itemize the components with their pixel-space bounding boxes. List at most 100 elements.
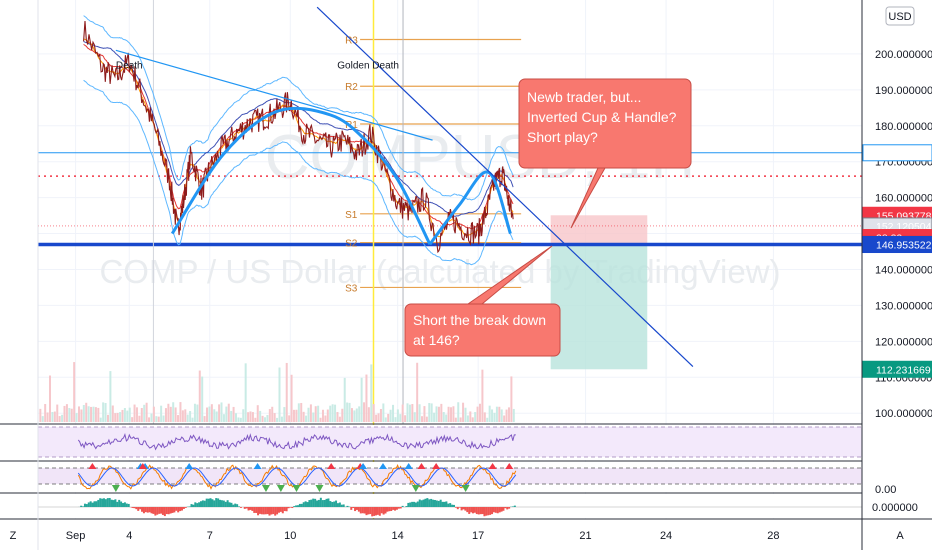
volume-bar [148, 417, 151, 422]
volume-bar [111, 405, 114, 422]
macd-bar [131, 507, 134, 508]
volume-bar [309, 404, 312, 422]
macd-bar [424, 498, 427, 507]
short-position-tool[interactable] [550, 215, 648, 370]
volume-bar [203, 416, 206, 422]
volume-bar [123, 408, 126, 422]
trendlines[interactable] [115, 6, 694, 367]
macd-bar [420, 500, 423, 507]
volume-bar [77, 406, 80, 422]
volume-bar [58, 416, 61, 422]
macd-bar [354, 507, 357, 512]
volume-bar [121, 409, 124, 422]
macd-bar [158, 507, 161, 514]
macd-bar [205, 498, 208, 507]
volume-bar [464, 407, 467, 422]
volume-bar [191, 417, 194, 422]
volume-bar [174, 407, 177, 422]
volume-bar [384, 417, 387, 422]
macd-pane [38, 494, 862, 518]
volume-bar [276, 417, 279, 422]
note-cup[interactable]: Newb trader, but... Inverted Cup & Handl… [518, 78, 692, 229]
currency-button[interactable]: USD [885, 6, 915, 26]
volume-bar [392, 404, 395, 422]
macd-bar [331, 501, 334, 507]
volume-bar [440, 403, 443, 422]
macd-bar [304, 501, 307, 507]
volume-bar [437, 406, 440, 422]
volume-bar [507, 407, 510, 422]
macd-bar [184, 507, 187, 508]
volume-bar [196, 404, 199, 422]
macd-bar [102, 498, 105, 507]
stoch-axis-label: 0.00 [875, 484, 896, 496]
macd-bar [367, 507, 370, 515]
volume-bar [457, 402, 460, 422]
volume-bar [73, 362, 76, 422]
volume-bar [99, 417, 102, 422]
stoch-marker [378, 463, 387, 469]
macd-bar [382, 507, 385, 515]
price-axis[interactable]: 100.000000110.000000120.000000130.000000… [875, 49, 932, 420]
volume-bar [61, 414, 64, 422]
macd-bar [460, 507, 463, 511]
time-tick-label: 21 [579, 530, 591, 542]
macd-bar [399, 507, 402, 509]
macd-bar [363, 507, 366, 514]
volume-bar [220, 402, 223, 422]
volume-bar [399, 414, 402, 422]
volume-bar [44, 404, 47, 422]
timezone-toggle[interactable]: Z [10, 530, 17, 542]
volume-bar [336, 412, 339, 422]
pivot-label-S3: S3 [345, 283, 358, 294]
price-series [83, 20, 514, 254]
macd-bar [160, 507, 163, 514]
macd-bar [464, 507, 467, 511]
macd-bar [312, 498, 315, 507]
volume-bar [135, 407, 138, 422]
macd-bar [188, 506, 191, 507]
volume-bar [114, 413, 117, 422]
price-tick-label: 130.000000 [875, 300, 932, 312]
macd-bar [335, 500, 338, 507]
volume-bar [162, 415, 165, 422]
macd-bar [220, 500, 223, 507]
macd-bar [190, 504, 193, 507]
macd-bar [437, 500, 440, 507]
macd-bar [118, 499, 121, 507]
volume-bar [483, 412, 486, 422]
price-tick-label: 190.000000 [875, 85, 932, 97]
macd-bar [89, 501, 92, 507]
macd-bar [430, 498, 433, 507]
macd-bar [133, 507, 136, 509]
event-label: Golden Death [337, 61, 399, 72]
stoch-pane [38, 462, 862, 492]
horizontal-lines [38, 152, 862, 247]
time-tick-label: 14 [392, 530, 404, 542]
volume-bar [421, 416, 424, 422]
macd-bar [472, 507, 475, 514]
volume-bar [305, 415, 308, 422]
macd-bar [329, 501, 332, 507]
macd-bar [173, 507, 176, 513]
macd-bar [99, 498, 102, 507]
volume-bar [377, 413, 380, 422]
volume-bar [452, 406, 455, 422]
time-axis[interactable]: Sep 4 7 10 14 17 21 24 28 [66, 530, 780, 542]
volume-bar [92, 406, 95, 422]
volume-bar [237, 417, 240, 422]
volume-bar [256, 405, 259, 422]
auto-scale-toggle[interactable]: A [896, 530, 904, 542]
volume-bar [208, 406, 211, 422]
note-break[interactable]: Short the break down at 146? [404, 245, 561, 357]
macd-bar [433, 499, 436, 507]
macd-bar [144, 507, 147, 513]
volume-bar [251, 412, 254, 422]
pattern-drawings[interactable] [170, 106, 512, 246]
macd-bar [104, 499, 107, 507]
volume-bar [389, 409, 392, 422]
volume-bar [413, 412, 416, 422]
macd-bar [435, 500, 438, 507]
volume-bar [157, 416, 160, 422]
